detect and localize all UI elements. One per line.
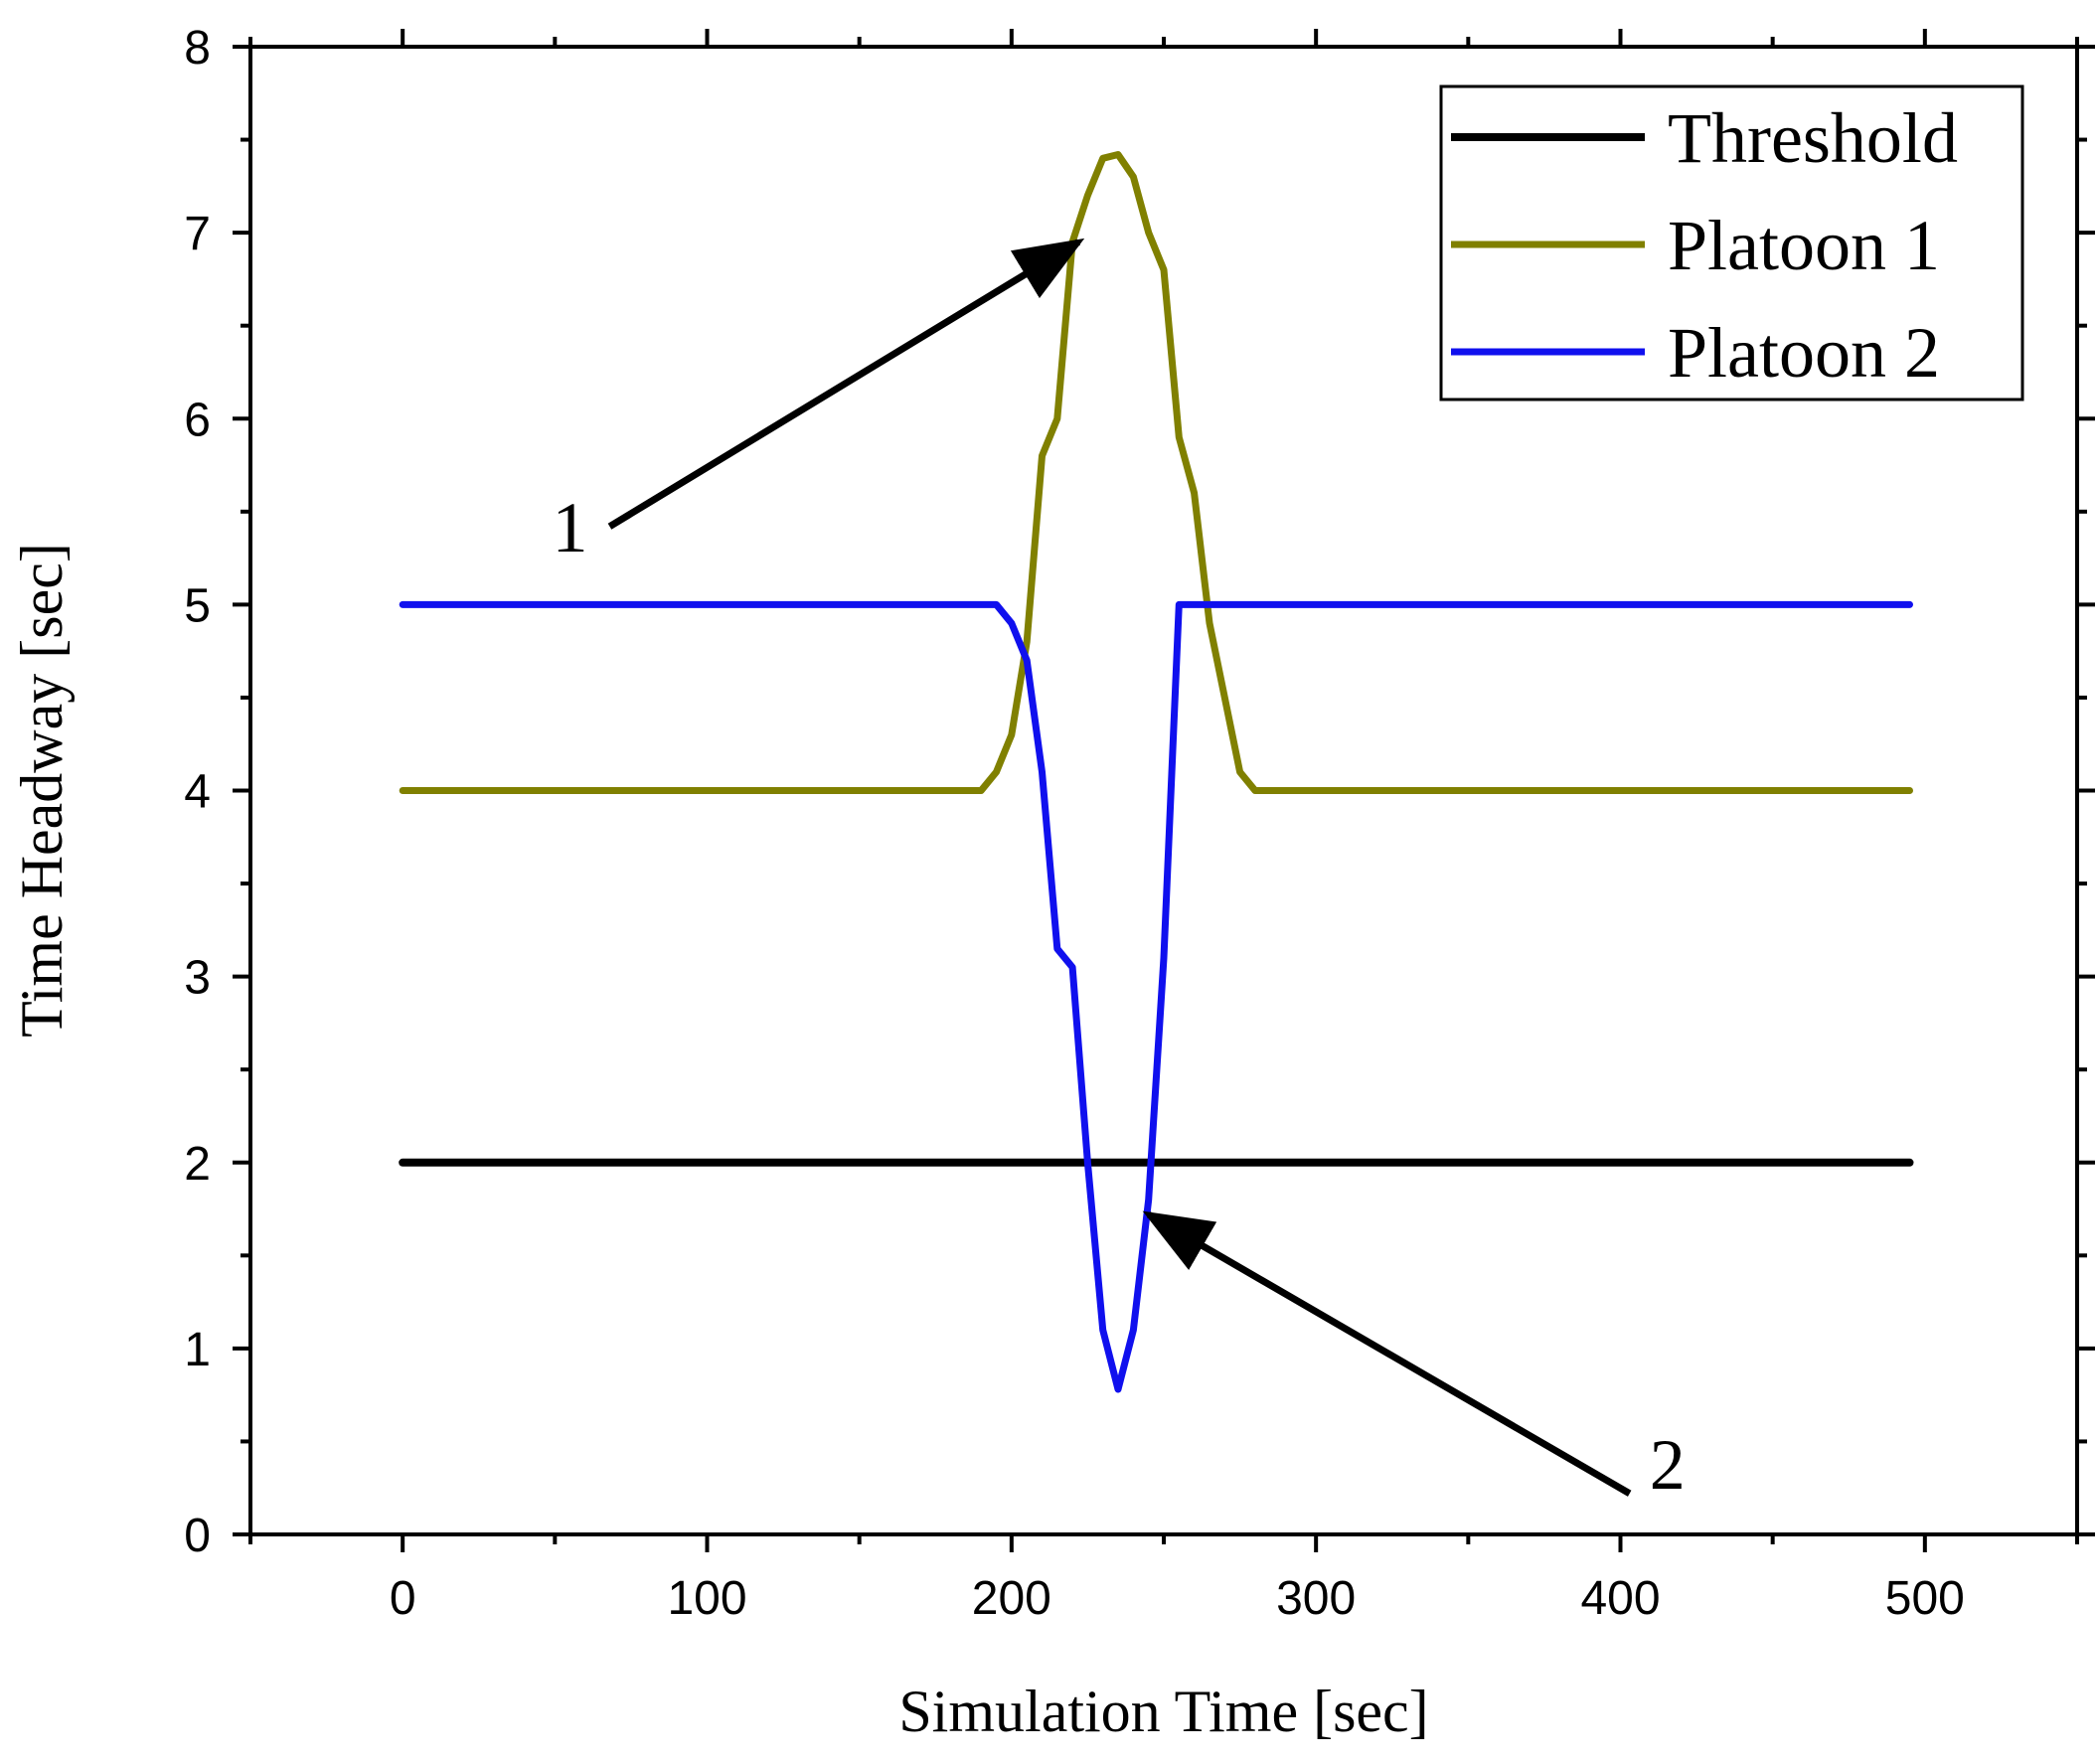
series-layer [399, 151, 1914, 1393]
legend-label-platoon-2: Platoon 2 [1668, 313, 1940, 393]
axis-ticks [233, 29, 2095, 1552]
annotation-arrow-2 [1142, 1210, 1632, 1497]
y-tick-label: 7 [184, 208, 211, 260]
legend-label-platoon-1: Platoon 1 [1668, 206, 1940, 285]
x-tick-label: 400 [1580, 1572, 1660, 1625]
series-line-platoon-2 [399, 600, 1913, 1393]
x-tick-label: 300 [1276, 1572, 1356, 1625]
x-tick-label: 200 [972, 1572, 1051, 1625]
y-tick-label: 6 [184, 394, 211, 446]
legend-label-threshold: Threshold [1668, 98, 1958, 178]
y-tick-label: 4 [184, 766, 211, 819]
y-tick-label: 5 [184, 579, 211, 632]
annotation-arrow-1 [607, 238, 1085, 530]
y-tick-label: 8 [184, 22, 211, 75]
series-line-platoon-1 [399, 151, 1913, 794]
x-tick-label: 500 [1885, 1572, 1965, 1625]
annotation-label-1: 1 [552, 488, 587, 567]
x-tick-label: 0 [390, 1572, 416, 1625]
x-tick-label: 100 [667, 1572, 746, 1625]
x-axis-title: Simulation Time [sec] [898, 1679, 1428, 1744]
annotation-label-2: 2 [1650, 1425, 1686, 1505]
annotation-layer: 12 [552, 238, 1686, 1505]
y-tick-label: 3 [184, 952, 211, 1005]
y-axis-title: Time Headway [sec] [9, 543, 75, 1038]
y-tick-label: 1 [184, 1324, 211, 1376]
legend: Threshold Platoon 1 Platoon 2 [1439, 84, 2024, 401]
y-tick-label: 0 [184, 1510, 211, 1562]
y-tick-label: 2 [184, 1138, 211, 1191]
